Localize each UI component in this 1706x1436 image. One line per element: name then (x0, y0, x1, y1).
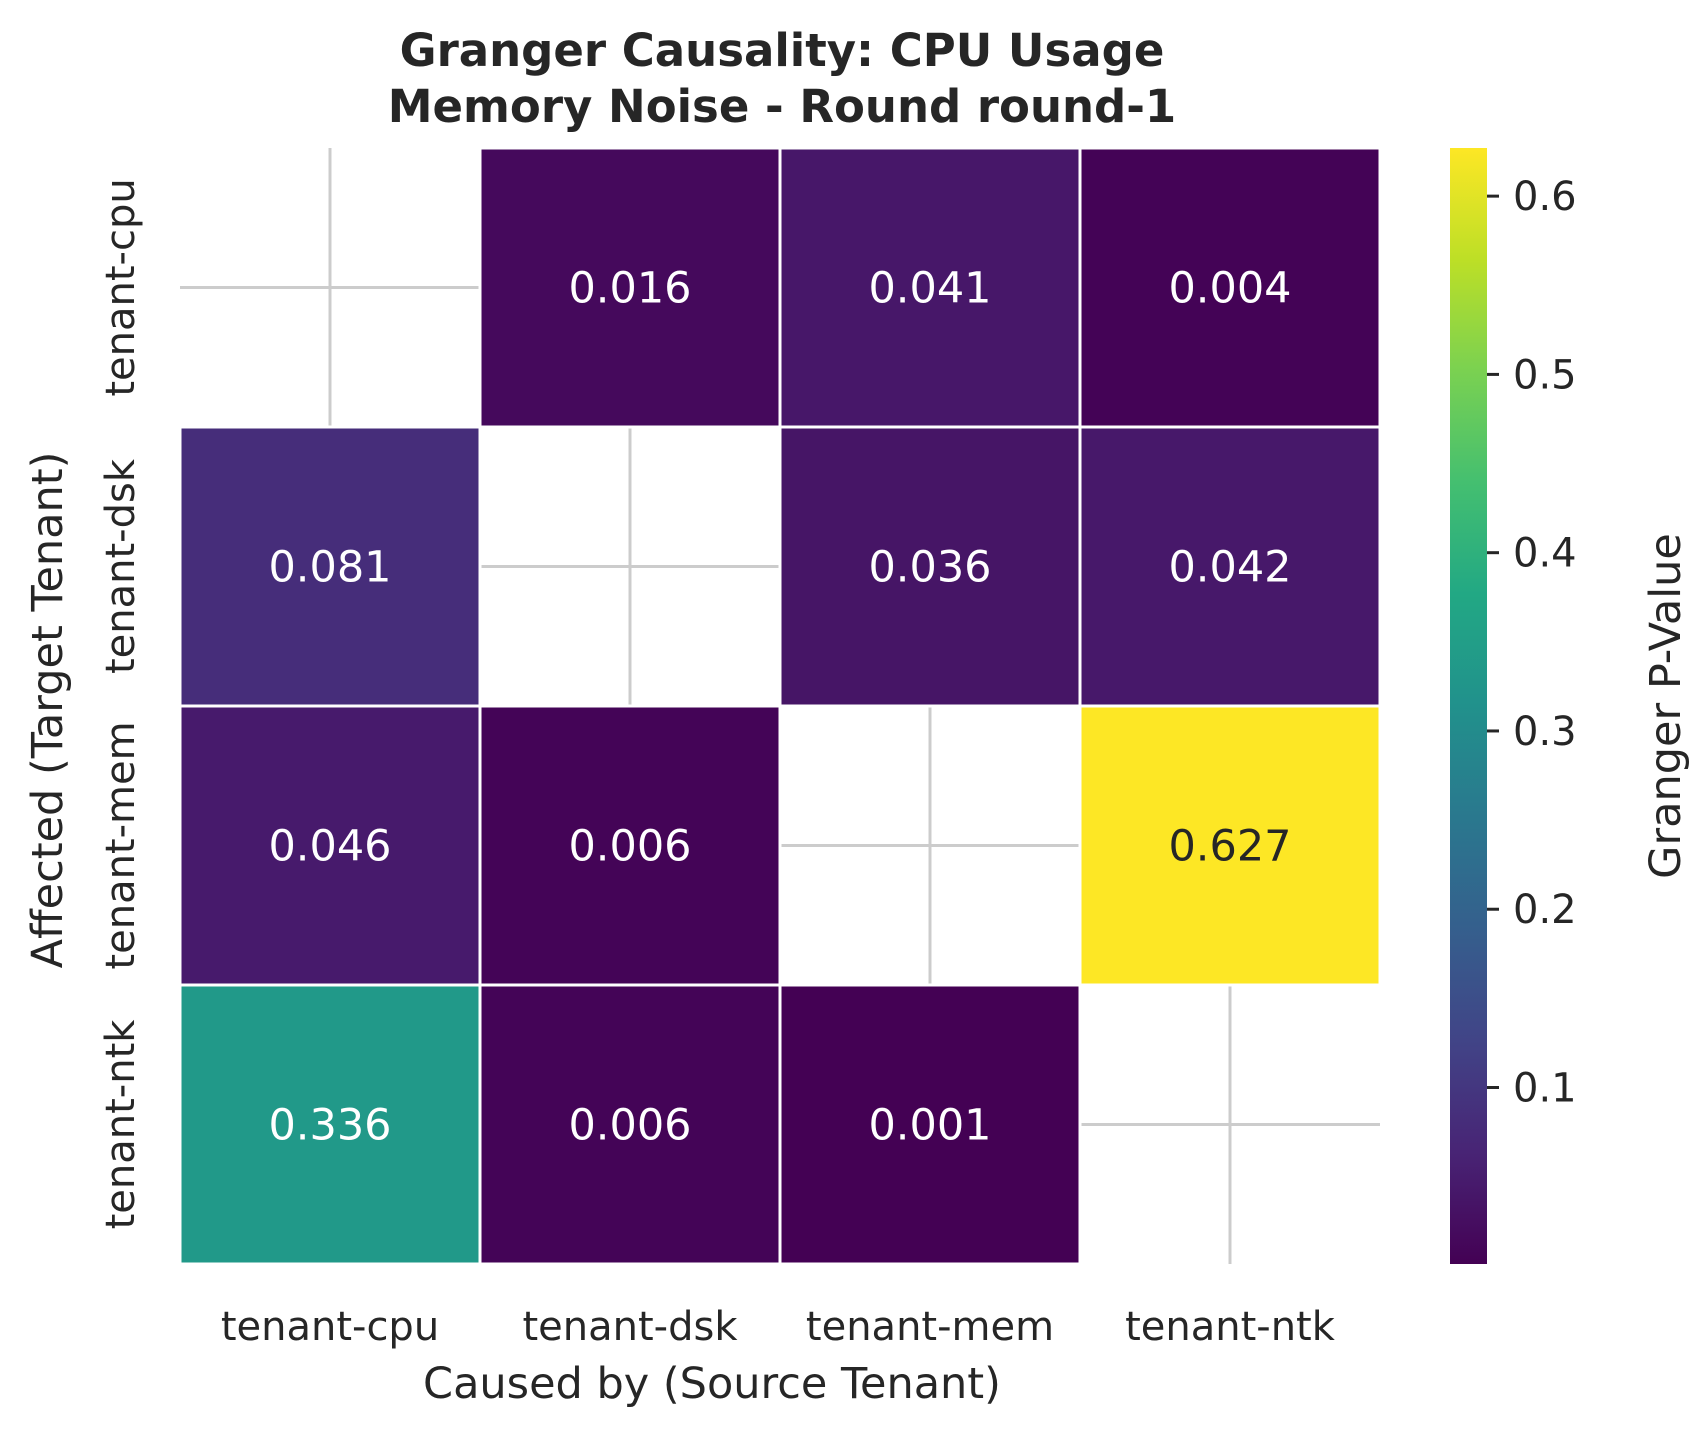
colorbar (1450, 148, 1487, 1264)
cell-value-label: 0.046 (268, 822, 391, 872)
heatmap-cell (1078, 704, 1382, 987)
heatmap-cell (1078, 146, 1382, 429)
cell-value-label: 0.001 (868, 1101, 991, 1151)
cell-value-label: 0.336 (268, 1101, 391, 1151)
colorbar-tick-label: 0.6 (1513, 174, 1577, 220)
heatmap-cell (778, 983, 1082, 1266)
cell-value-label: 0.006 (568, 1101, 691, 1151)
colorbar-tick-label: 0.5 (1513, 352, 1577, 398)
cell-value-label: 0.041 (868, 264, 991, 314)
y-tick-labels: tenant-cpu tenant-dsk tenant-mem tenant-ntk (98, 178, 144, 1229)
cell-value-label: 0.036 (868, 543, 991, 593)
y-tick-label: tenant-mem (98, 721, 144, 969)
heatmap-cell (478, 146, 782, 429)
x-tick-label: tenant-ntk (1125, 1304, 1336, 1350)
cell-value-label: 0.006 (568, 822, 691, 872)
cell-value-labels: 0.016 0.041 0.004 0.081 0.036 0.042 0.046 0.006… (268, 264, 1291, 1151)
cell-value-label: 0.627 (1168, 822, 1291, 872)
heatmap-cell (478, 704, 782, 987)
heatmap-cell (778, 146, 1082, 429)
colorbar-ticks: 0.1 0.2 0.3 0.4 0.5 0.6 (1487, 174, 1577, 1112)
x-tick-label: tenant-mem (806, 1304, 1054, 1350)
colorbar-label: Granger P-Value (1641, 533, 1691, 879)
x-tick-labels: tenant-cpu tenant-dsk tenant-mem tenant-ntk (221, 1304, 1336, 1350)
y-tick-label: tenant-cpu (98, 178, 144, 396)
colorbar-tick-label: 0.4 (1513, 531, 1577, 577)
x-axis-label: Caused by (Source Tenant) (423, 1359, 1001, 1409)
colorbar-tick-label: 0.1 (1513, 1066, 1577, 1112)
y-tick-label: tenant-ntk (98, 1019, 144, 1230)
y-axis-label: Affected (Target Tenant) (23, 452, 73, 969)
x-tick-label: tenant-cpu (221, 1304, 439, 1350)
colorbar-tick-label: 0.3 (1513, 709, 1577, 755)
heatmap-cells (178, 146, 1382, 1266)
heatmap-cell (478, 983, 782, 1266)
chart-title-line-1: Granger Causality: CPU Usage (400, 24, 1165, 77)
x-tick-label: tenant-dsk (522, 1304, 738, 1350)
cell-value-label: 0.042 (1168, 543, 1291, 593)
cell-value-label: 0.004 (1168, 264, 1291, 314)
cell-value-label: 0.016 (568, 264, 691, 314)
colorbar-tick-label: 0.2 (1513, 887, 1577, 933)
heatmap-cell (178, 704, 482, 987)
cell-value-label: 0.081 (268, 543, 391, 593)
chart-title-line-2: Memory Noise - Round round-1 (388, 80, 1177, 133)
heatmap-cell (178, 425, 482, 708)
y-tick-label: tenant-dsk (98, 458, 144, 674)
heatmap-cell (1078, 425, 1382, 708)
